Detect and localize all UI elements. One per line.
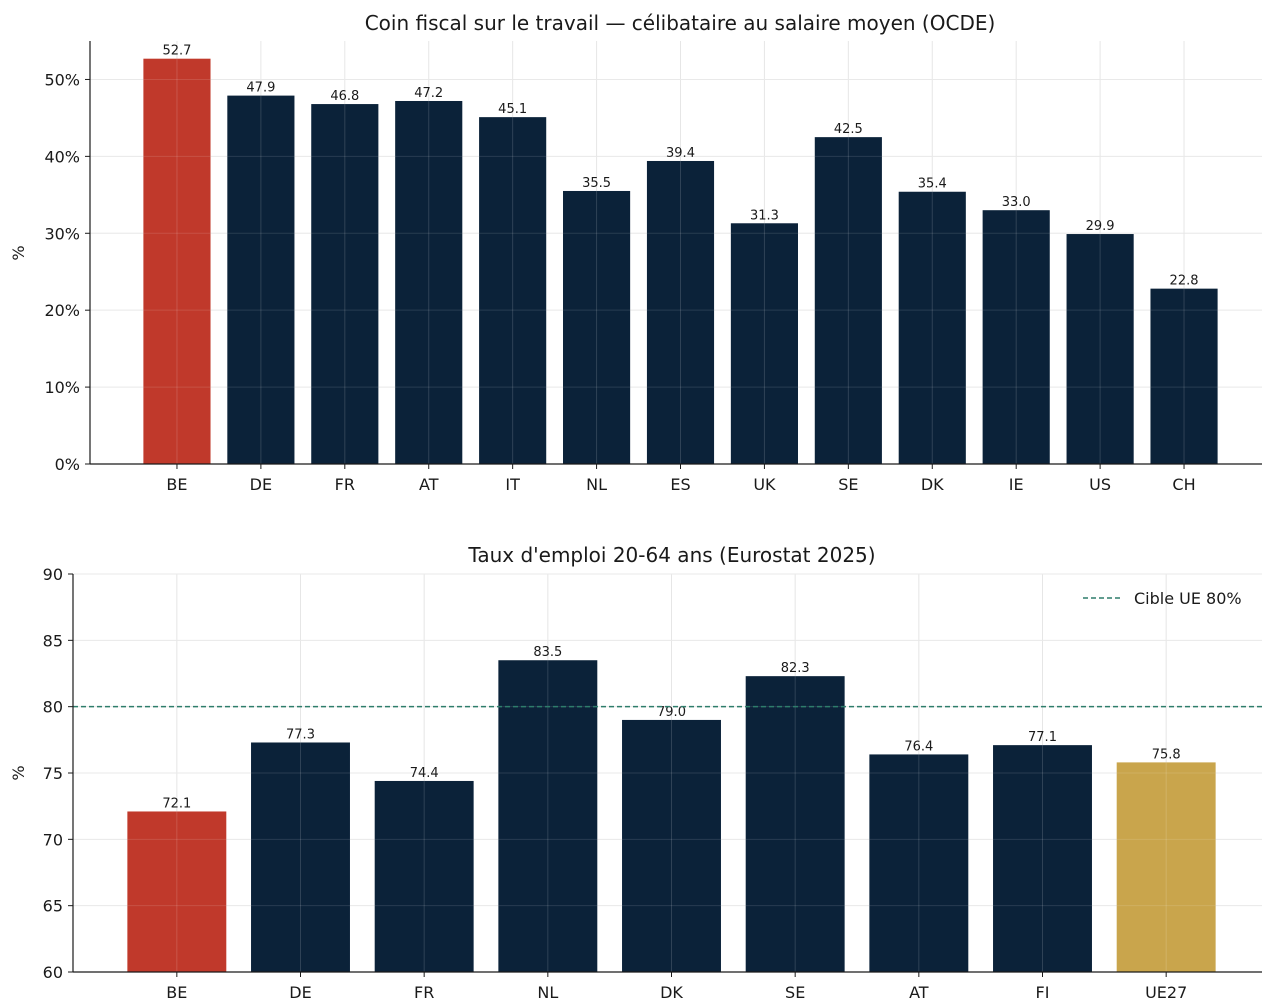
chart1-y-ticks: 0% 10% 20% 30% 40% 50%	[44, 70, 90, 474]
legend-label: Cible UE 80%	[1134, 589, 1242, 608]
chart1-title: Coin fiscal sur le travail — célibataire…	[365, 11, 996, 35]
bar-ue27	[1116, 762, 1216, 972]
x-tick-label-fr: FR	[335, 475, 355, 494]
data-label-de: 77.3	[286, 727, 315, 742]
x-tick-label-us: US	[1089, 475, 1111, 494]
bar-de	[251, 742, 350, 972]
data-label-dk: 35.4	[918, 177, 947, 192]
chart1-y-axis-label: %	[9, 245, 28, 260]
x-tick-label-ie: IE	[1009, 475, 1024, 494]
y-tick-label: 90	[43, 565, 63, 584]
data-label-ch: 22.8	[1170, 274, 1199, 289]
data-label-it: 45.1	[498, 102, 527, 117]
data-label-fr: 74.4	[410, 766, 439, 781]
data-label-uk: 31.3	[750, 208, 779, 223]
tax-wedge-chart: Coin fiscal sur le travail — célibataire…	[9, 11, 1262, 494]
y-tick-label: 10%	[44, 378, 80, 397]
y-tick-label: 40%	[44, 147, 80, 166]
y-tick-label: 80	[43, 698, 63, 717]
data-label-be: 52.7	[162, 44, 191, 59]
bar-nl	[563, 190, 631, 465]
x-tick-label-at: AT	[419, 475, 439, 494]
bar-be	[127, 811, 227, 972]
bar-es	[646, 160, 715, 464]
data-label-nl: 83.5	[533, 645, 562, 660]
chart2-x-ticks: BE DE FR NL DK SE AT FI UE27	[166, 972, 1187, 1000]
data-label-fi: 77.1	[1028, 730, 1057, 745]
bar-at	[395, 100, 463, 465]
x-tick-label-be: BE	[166, 983, 187, 1000]
data-label-ie: 33.0	[1002, 195, 1031, 210]
data-label-es: 39.4	[666, 146, 695, 161]
data-label-at: 76.4	[904, 739, 933, 754]
bar-dk	[898, 191, 966, 464]
bar-se	[814, 137, 882, 465]
employment-rate-chart: Taux d'emploi 20-64 ans (Eurostat 2025) …	[9, 543, 1262, 1000]
data-label-be: 72.1	[162, 796, 191, 811]
bar-fr	[374, 780, 474, 972]
y-tick-label: 85	[43, 631, 63, 650]
x-tick-label-at: AT	[909, 983, 929, 1000]
x-tick-label-it: IT	[505, 475, 520, 494]
bar-at	[869, 754, 969, 972]
y-tick-label: 65	[43, 897, 63, 916]
bar-ch	[1150, 288, 1218, 464]
chart2-bars	[127, 660, 1216, 972]
data-label-nl: 35.5	[582, 176, 611, 191]
data-label-at: 47.2	[414, 86, 443, 101]
y-tick-label: 30%	[44, 224, 80, 243]
x-tick-label-es: ES	[670, 475, 690, 494]
data-label-se: 42.5	[834, 122, 863, 137]
x-tick-label-ch: CH	[1172, 475, 1195, 494]
y-tick-label: 75	[43, 764, 63, 783]
x-tick-label-dk: DK	[660, 983, 683, 1000]
bar-us	[1066, 234, 1134, 464]
bar-fi	[993, 745, 1092, 972]
data-label-ue27: 75.8	[1152, 747, 1181, 762]
chart1-bars	[143, 58, 1218, 465]
x-tick-label-ue27: UE27	[1145, 983, 1187, 1000]
bar-ie	[982, 210, 1050, 464]
data-label-dk: 79.0	[657, 705, 686, 720]
chart2-title: Taux d'emploi 20-64 ans (Eurostat 2025)	[467, 543, 875, 567]
x-tick-label-de: DE	[250, 475, 272, 494]
data-label-de: 47.9	[246, 81, 275, 96]
x-tick-label-fr: FR	[414, 983, 434, 1000]
bar-nl	[498, 660, 598, 972]
bar-dk	[622, 719, 721, 972]
x-tick-label-se: SE	[785, 983, 805, 1000]
y-tick-label: 50%	[44, 70, 80, 89]
chart2-legend: Cible UE 80%	[1083, 589, 1242, 608]
bar-be	[143, 58, 211, 465]
bar-it	[479, 117, 547, 464]
x-tick-label-be: BE	[166, 475, 187, 494]
chart2-y-axis-label: %	[9, 765, 28, 780]
data-label-se: 82.3	[781, 661, 810, 676]
x-tick-label-nl: NL	[586, 475, 607, 494]
chart2-y-ticks: 60 65 70 75 80 85 90	[43, 565, 73, 982]
bar-fr	[311, 104, 379, 464]
x-tick-label-uk: UK	[753, 475, 776, 494]
y-tick-label: 20%	[44, 301, 80, 320]
chart1-x-ticks: BE DE FR AT IT NL ES UK SE DK IE US CH	[166, 464, 1196, 494]
bar-se	[745, 676, 845, 972]
y-tick-label: 70	[43, 830, 63, 849]
data-label-fr: 46.8	[330, 89, 359, 104]
data-label-us: 29.9	[1086, 219, 1115, 234]
y-tick-label: 60	[43, 963, 63, 982]
bar-uk	[730, 223, 798, 464]
x-tick-label-de: DE	[289, 983, 311, 1000]
x-tick-label-se: SE	[838, 475, 858, 494]
x-tick-label-fi: FI	[1036, 983, 1050, 1000]
y-tick-label: 0%	[55, 455, 80, 474]
x-tick-label-nl: NL	[537, 983, 558, 1000]
bar-de	[227, 95, 295, 464]
x-tick-label-dk: DK	[921, 475, 944, 494]
